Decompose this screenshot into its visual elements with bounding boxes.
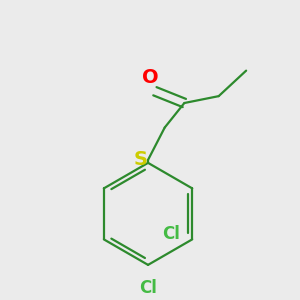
Text: Cl: Cl [139,279,157,297]
Text: O: O [142,68,158,87]
Text: Cl: Cl [162,226,180,244]
Text: S: S [133,150,147,170]
